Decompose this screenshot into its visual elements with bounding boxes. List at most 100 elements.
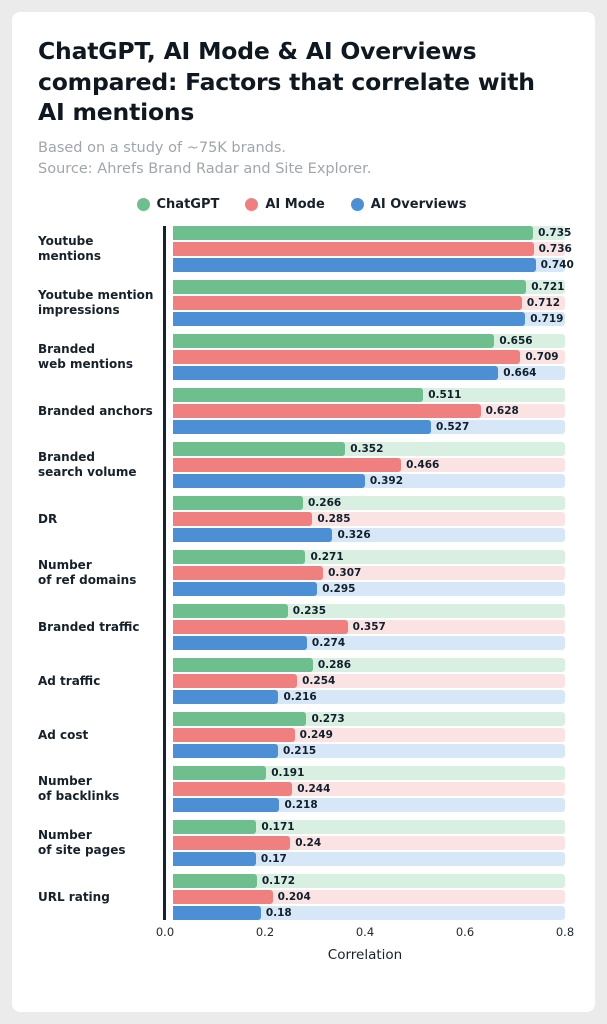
x-tick-label: 0.4 (355, 925, 375, 940)
value-label: 0.218 (284, 799, 318, 812)
bar-ai-overviews (172, 798, 280, 813)
legend: ChatGPT AI Mode AI Overviews (38, 197, 565, 212)
category-label: Number of site pages (38, 828, 126, 858)
bar-track: 0.392 (172, 474, 565, 489)
value-label: 0.215 (282, 745, 317, 758)
bar-group: 0.235 0.357 0.274 (172, 604, 565, 651)
value-label: 0.656 (499, 335, 533, 348)
bar-ai-overviews (172, 744, 278, 759)
value-label: 0.271 (310, 551, 344, 564)
chart-subtitle: Based on a study of ~75K brands. Source:… (38, 139, 372, 178)
value-label: 0.527 (436, 421, 470, 434)
value-label: 0.285 (317, 513, 351, 526)
bar-chatgpt (172, 874, 257, 889)
bar-track: 0.17 (172, 852, 565, 867)
bar-group: 0.286 0.254 0.216 (172, 658, 565, 705)
legend-item-ai-overviews: AI Overviews (350, 197, 466, 212)
category-label: Branded search volume (38, 450, 137, 480)
bar-chatgpt (172, 334, 495, 349)
bar-ai-overviews (172, 420, 432, 435)
chart-group: Ad cost 0.273 0.249 0.215 (38, 712, 565, 759)
value-label: 0.307 (328, 567, 362, 580)
chart-group: Youtube mentions 0.735 0.736 0.740 (38, 226, 574, 273)
bar-track: 0.216 (172, 690, 565, 705)
value-label: 0.191 (271, 767, 305, 780)
value-label: 0.273 (311, 713, 345, 726)
bar-track: 0.235 (172, 604, 565, 619)
value-label: 0.721 (531, 281, 565, 294)
bar-track: 0.266 (172, 496, 565, 511)
bar-group: 0.266 0.285 0.326 (172, 496, 565, 543)
bar-ai-mode (172, 458, 402, 473)
bar-ai-mode (172, 620, 348, 635)
bar-ai-mode (172, 296, 522, 311)
bar-track: 0.740 (172, 258, 574, 273)
bar-track: 0.218 (172, 798, 565, 813)
value-label: 0.254 (302, 675, 336, 688)
bar-track: 0.326 (172, 528, 565, 543)
legend-label: ChatGPT (156, 197, 220, 213)
bar-track: 0.18 (172, 906, 565, 921)
x-tick-label: 0.8 (555, 925, 575, 940)
bar-chatgpt (172, 388, 424, 403)
x-tick-label: 0.0 (155, 925, 175, 940)
bar-track: 0.274 (172, 636, 565, 651)
bar-track: 0.736 (172, 242, 572, 257)
legend-dot-icon (136, 198, 150, 212)
value-label: 0.24 (295, 837, 322, 850)
bar-track: 0.656 (172, 334, 565, 349)
bar-ai-mode (172, 728, 295, 743)
y-axis-line (163, 226, 166, 921)
bar-ai-overviews (172, 258, 536, 273)
value-label: 0.709 (525, 351, 559, 364)
bar-track: 0.709 (172, 350, 565, 365)
x-tick-label: 0.2 (255, 925, 275, 940)
bar-chatgpt (172, 550, 306, 565)
bar-track: 0.719 (172, 312, 565, 327)
category-label: Branded web mentions (38, 342, 133, 372)
bar-ai-overviews (172, 366, 499, 381)
bar-ai-overviews (172, 582, 318, 597)
chart-group: Branded web mentions 0.656 0.709 0.664 (38, 334, 565, 381)
bar-track: 0.735 (172, 226, 571, 241)
value-label: 0.249 (299, 729, 333, 742)
bar-group: 0.735 0.736 0.740 (172, 226, 574, 273)
value-label: 0.736 (538, 243, 572, 256)
bar-ai-mode (172, 350, 521, 365)
value-label: 0.274 (311, 637, 346, 650)
bar-ai-overviews (172, 852, 256, 867)
value-label: 0.326 (337, 529, 371, 542)
chart-group: Number of site pages 0.171 0.24 0.17 (38, 820, 565, 867)
bar-track: 0.712 (172, 296, 565, 311)
bar-track: 0.271 (172, 550, 565, 565)
bar-track: 0.254 (172, 674, 565, 689)
value-label: 0.511 (428, 389, 462, 402)
bar-ai-mode (172, 242, 534, 257)
bar-group: 0.191 0.244 0.218 (172, 766, 565, 813)
category-label: Ad cost (38, 727, 89, 742)
chart-rows: Youtube mentions 0.735 0.736 0.740 Youtube m… (38, 226, 574, 921)
x-tick-label: 0.6 (455, 925, 475, 940)
bar-chatgpt (172, 226, 534, 241)
bar-track: 0.357 (172, 620, 565, 635)
value-label: 0.466 (406, 459, 440, 472)
bar-chatgpt (172, 820, 257, 835)
bar-ai-mode (172, 404, 481, 419)
bar-ai-mode (172, 512, 313, 527)
chart-title: ChatGPT, AI Mode & AI Overviews compared… (38, 37, 535, 127)
bar-ai-mode (172, 836, 291, 851)
bar-group: 0.352 0.466 0.392 (172, 442, 565, 489)
value-label: 0.712 (526, 297, 561, 310)
bar-chatgpt (172, 712, 307, 727)
value-label: 0.18 (265, 907, 292, 920)
value-label: 0.172 (261, 875, 296, 888)
chart-group: Youtube mention impressions 0.721 0.712 0.7… (38, 280, 565, 327)
bar-chatgpt (172, 280, 527, 295)
bar-ai-overviews (172, 690, 279, 705)
value-label: 0.740 (540, 259, 574, 272)
chart-area: Youtube mentions 0.735 0.736 0.740 Youtube m… (38, 226, 574, 921)
bar-track: 0.285 (172, 512, 565, 527)
bar-track: 0.24 (172, 836, 565, 851)
bar-chatgpt (172, 658, 313, 673)
value-label: 0.357 (352, 621, 386, 634)
